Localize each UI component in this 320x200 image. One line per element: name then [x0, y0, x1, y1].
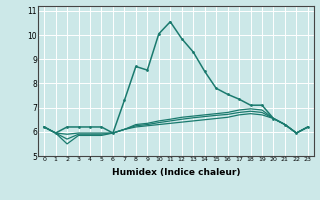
X-axis label: Humidex (Indice chaleur): Humidex (Indice chaleur): [112, 168, 240, 177]
